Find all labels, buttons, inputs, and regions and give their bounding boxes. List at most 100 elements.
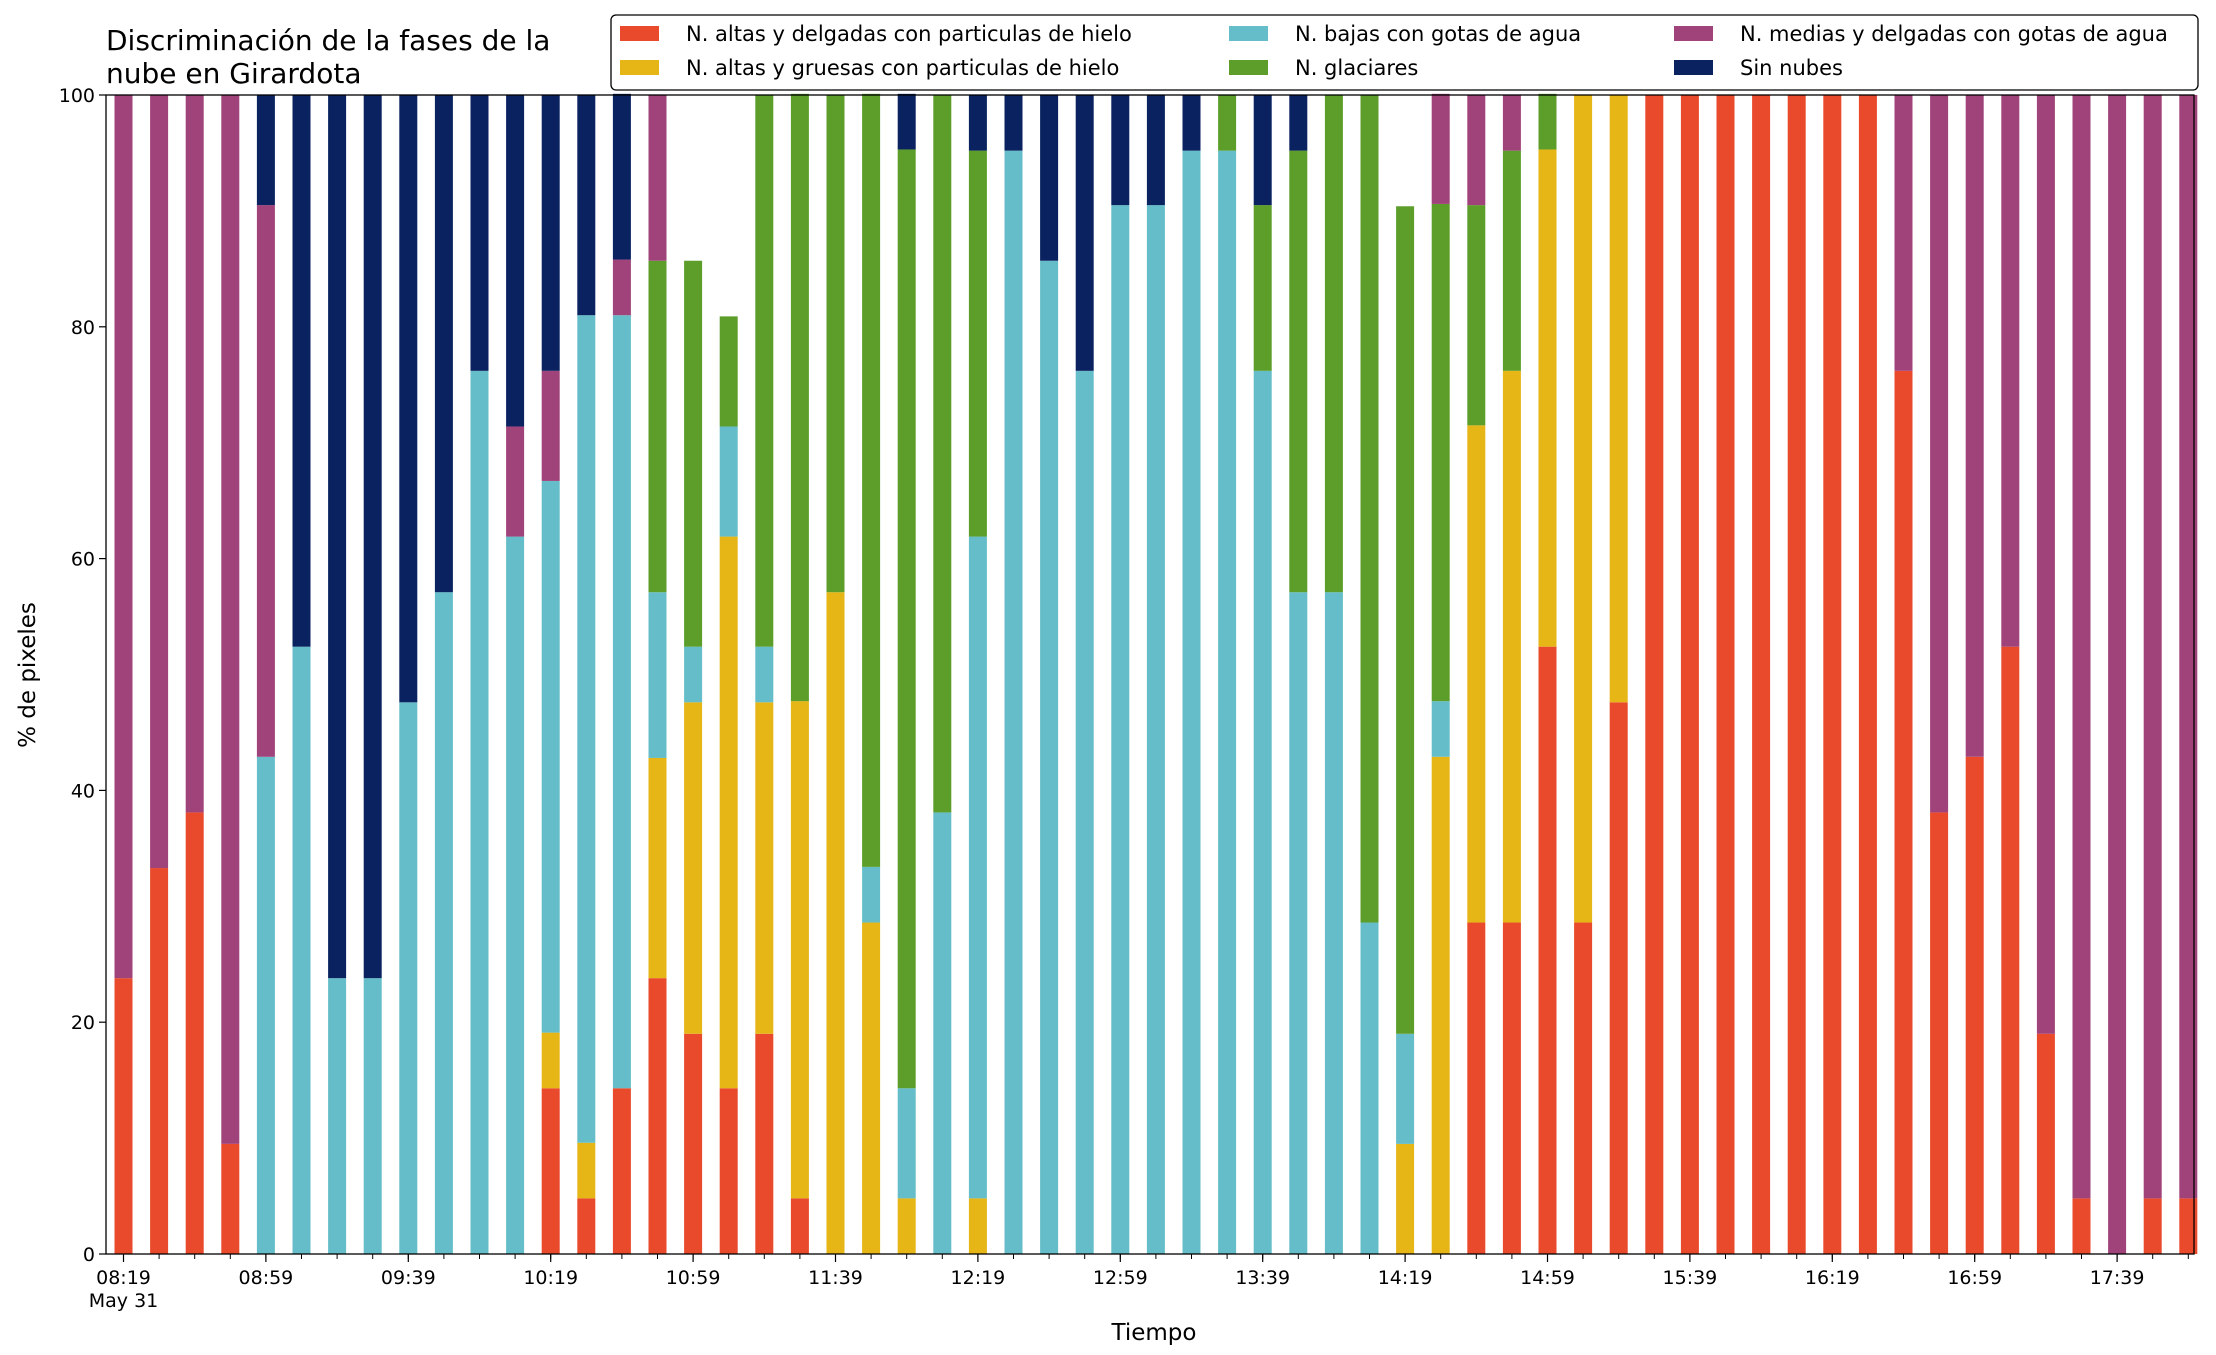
bar-segment-15-series-0: [648, 978, 667, 1254]
bar-segment-58-series-0: [2179, 1198, 2198, 1254]
x-tick-label: May 31: [89, 1290, 159, 1312]
bar-segment-6-series-5: [328, 95, 347, 979]
bar-segment-37-series-3: [1431, 203, 1450, 702]
bar-segment-10-series-2: [470, 370, 489, 1255]
bar-segment-37-series-1: [1431, 756, 1450, 1254]
bar-segment-47-series-0: [1787, 95, 1806, 1254]
bar-segment-33-series-2: [1289, 592, 1308, 1254]
bar-segment-7-series-5: [363, 95, 382, 979]
bar-segment-11-series-5: [506, 95, 525, 427]
bar-segment-16-series-0: [684, 1033, 703, 1254]
bar-segment-41-series-1: [1574, 95, 1593, 923]
bar-segment-9-series-5: [434, 95, 453, 593]
bar-segment-22-series-5: [897, 93, 916, 150]
bar-segment-1-series-4: [150, 95, 169, 869]
bar-segment-21-series-3: [862, 93, 881, 867]
bar-segment-50-series-0: [1894, 370, 1913, 1255]
x-tick-label: 17:39: [2090, 1267, 2145, 1289]
bar-segment-10-series-5: [470, 95, 489, 371]
legend-swatch: [1674, 60, 1713, 75]
legend-frame: [610, 14, 2199, 91]
bar-segment-35-series-3: [1360, 95, 1379, 923]
x-axis-title: Tiempo: [1111, 1320, 1197, 1346]
bar-segment-11-series-4: [506, 426, 525, 537]
bar-segment-52-series-0: [1965, 756, 1984, 1254]
x-tick-label: 10:59: [666, 1267, 721, 1289]
legend-label: Sin nubes: [1740, 56, 1843, 80]
bar-segment-54-series-4: [2036, 95, 2055, 1034]
bar-segment-18-series-1: [755, 702, 774, 1034]
bars-group: [114, 93, 2198, 1255]
bar-segment-27-series-2: [1075, 370, 1094, 1255]
legend-label: N. altas y delgadas con particulas de hi…: [686, 22, 1132, 46]
bar-segment-32-series-2: [1253, 370, 1272, 1255]
bar-segment-5-series-5: [292, 95, 311, 647]
legend-swatch: [1229, 60, 1268, 75]
bar-segment-14-series-0: [612, 1088, 631, 1254]
bar-segment-55-series-4: [2072, 95, 2091, 1199]
bar-segment-16-series-1: [684, 702, 703, 1034]
bar-segment-57-series-0: [2143, 1198, 2162, 1254]
y-tick-label: 40: [71, 780, 95, 802]
bar-segment-18-series-0: [755, 1033, 774, 1254]
chart-title-line-2: nube en Girardota: [106, 57, 361, 90]
bar-segment-12-series-4: [541, 370, 560, 481]
bar-segment-14-series-5: [612, 93, 631, 260]
legend-swatch: [1674, 26, 1713, 41]
bar-segment-9-series-2: [434, 592, 453, 1254]
y-axis: 0 20 40 60 80 100: [59, 85, 106, 1266]
chart-title-line-1: Discriminación de la fases de la: [106, 24, 550, 57]
bar-segment-38-series-3: [1467, 205, 1486, 426]
x-tick-label: 14:19: [1378, 1267, 1433, 1289]
bar-segment-33-series-3: [1289, 150, 1308, 593]
y-tick-label: 0: [83, 1244, 95, 1266]
bar-segment-39-series-1: [1502, 370, 1521, 923]
bar-segment-34-series-3: [1324, 95, 1343, 593]
bar-segment-19-series-3: [790, 93, 809, 702]
bar-segment-38-series-1: [1467, 425, 1486, 923]
legend-swatch: [1229, 26, 1268, 41]
bar-segment-16-series-3: [684, 260, 703, 647]
bar-segment-33-series-5: [1289, 95, 1308, 151]
bar-segment-20-series-3: [826, 95, 845, 593]
bar-segment-12-series-5: [541, 95, 560, 371]
bar-segment-12-series-2: [541, 480, 560, 1033]
x-tick-label: 08:59: [239, 1267, 294, 1289]
bar-segment-0-series-4: [114, 95, 133, 979]
bar-segment-11-series-2: [506, 536, 525, 1254]
legend: N. altas y delgadas con particulas de hi…: [610, 14, 2199, 91]
bar-segment-6-series-2: [328, 978, 347, 1254]
bar-segment-24-series-1: [968, 1198, 987, 1254]
bar-segment-42-series-0: [1609, 702, 1628, 1254]
bar-segment-35-series-2: [1360, 922, 1379, 1254]
bar-segment-23-series-3: [933, 95, 952, 813]
bar-segment-17-series-3: [719, 316, 738, 427]
x-tick-label: 08:19: [96, 1267, 151, 1289]
bar-segment-31-series-3: [1218, 95, 1237, 151]
bar-segment-39-series-4: [1502, 95, 1521, 151]
bar-segment-2-series-4: [185, 95, 204, 813]
bar-segment-56-series-4: [2108, 95, 2127, 1254]
bar-segment-36-series-3: [1396, 206, 1415, 1034]
bar-segment-22-series-1: [897, 1198, 916, 1254]
bar-segment-27-series-5: [1075, 95, 1094, 371]
bar-segment-32-series-5: [1253, 95, 1272, 206]
bar-segment-36-series-1: [1396, 1143, 1415, 1254]
bar-segment-40-series-3: [1538, 93, 1557, 150]
bar-segment-22-series-3: [897, 149, 916, 1089]
bar-segment-3-series-4: [221, 95, 240, 1144]
bar-segment-38-series-4: [1467, 95, 1486, 206]
bar-segment-17-series-0: [719, 1088, 738, 1254]
y-tick-label: 20: [71, 1012, 95, 1034]
bar-segment-18-series-3: [755, 95, 774, 647]
bar-segment-38-series-0: [1467, 922, 1486, 1254]
x-tick-label: 16:59: [1947, 1267, 2002, 1289]
x-tick-label: 14:59: [1520, 1267, 1575, 1289]
bar-segment-4-series-4: [256, 205, 275, 757]
bar-segment-13-series-5: [577, 95, 596, 316]
bar-segment-44-series-0: [1680, 95, 1699, 1254]
bar-segment-0-series-0: [114, 978, 133, 1254]
bar-segment-51-series-0: [1930, 812, 1949, 1254]
